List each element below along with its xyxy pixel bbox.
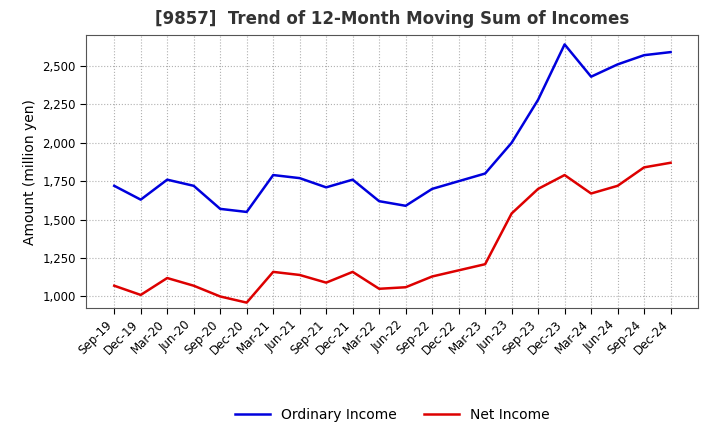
Net Income <box>454 268 463 273</box>
Net Income <box>163 275 171 281</box>
Net Income <box>481 261 490 267</box>
Net Income <box>322 280 330 285</box>
Ordinary Income <box>534 97 542 103</box>
Ordinary Income <box>136 197 145 202</box>
Ordinary Income <box>269 172 277 178</box>
Ordinary Income <box>189 183 198 188</box>
Net Income <box>348 269 357 275</box>
Net Income <box>401 285 410 290</box>
Ordinary Income <box>401 203 410 209</box>
Ordinary Income <box>163 177 171 182</box>
Ordinary Income <box>348 177 357 182</box>
Line: Net Income: Net Income <box>114 163 670 303</box>
Net Income <box>613 183 622 188</box>
Net Income <box>216 294 225 299</box>
Ordinary Income <box>322 185 330 190</box>
Net Income <box>560 172 569 178</box>
Ordinary Income <box>613 62 622 67</box>
Ordinary Income <box>243 209 251 215</box>
Ordinary Income <box>587 74 595 79</box>
Y-axis label: Amount (million yen): Amount (million yen) <box>23 99 37 245</box>
Net Income <box>189 283 198 288</box>
Ordinary Income <box>375 198 384 204</box>
Net Income <box>666 160 675 165</box>
Ordinary Income <box>295 176 304 181</box>
Net Income <box>640 165 649 170</box>
Ordinary Income <box>560 42 569 47</box>
Legend: Ordinary Income, Net Income: Ordinary Income, Net Income <box>230 402 555 427</box>
Net Income <box>269 269 277 275</box>
Title: [9857]  Trend of 12-Month Moving Sum of Incomes: [9857] Trend of 12-Month Moving Sum of I… <box>156 10 629 28</box>
Net Income <box>534 186 542 191</box>
Line: Ordinary Income: Ordinary Income <box>114 44 670 212</box>
Net Income <box>295 272 304 278</box>
Ordinary Income <box>481 171 490 176</box>
Net Income <box>428 274 436 279</box>
Net Income <box>243 300 251 305</box>
Net Income <box>508 211 516 216</box>
Net Income <box>136 292 145 297</box>
Net Income <box>587 191 595 196</box>
Ordinary Income <box>428 186 436 191</box>
Net Income <box>375 286 384 291</box>
Ordinary Income <box>508 140 516 146</box>
Ordinary Income <box>216 206 225 212</box>
Ordinary Income <box>454 179 463 184</box>
Ordinary Income <box>110 183 119 188</box>
Ordinary Income <box>640 52 649 58</box>
Ordinary Income <box>666 49 675 55</box>
Net Income <box>110 283 119 288</box>
